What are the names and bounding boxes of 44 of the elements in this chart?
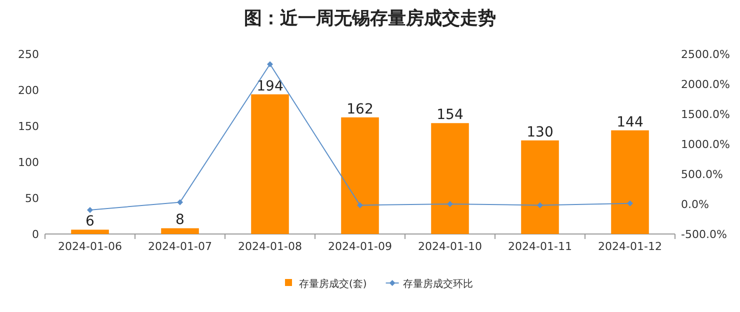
data-label: 6 xyxy=(86,214,95,230)
point xyxy=(627,200,633,206)
data-label: 8 xyxy=(176,212,184,228)
y-tick-label: 150 xyxy=(18,120,39,133)
x-tick-label: 2024-01-08 xyxy=(238,240,302,253)
point xyxy=(357,202,363,208)
y-tick-label: 50 xyxy=(25,192,39,205)
point xyxy=(177,199,183,206)
legend-label: 存量房成交(套) xyxy=(299,278,367,290)
bar xyxy=(251,94,289,234)
point xyxy=(267,61,273,68)
x-tick-label: 2024-01-10 xyxy=(418,240,482,253)
point xyxy=(447,201,453,207)
legend-label: 存量房成交环比 xyxy=(402,278,473,290)
data-label: 144 xyxy=(616,114,644,130)
x-tick-label: 2024-01-07 xyxy=(148,240,212,253)
bar xyxy=(611,130,649,234)
point xyxy=(87,207,93,213)
x-tick-label: 2024-01-06 xyxy=(58,240,122,253)
chart-title: 图：近一周无锡存量房成交走势 xyxy=(244,8,496,29)
data-label: 154 xyxy=(436,107,464,124)
y2-tick-label: -500.0% xyxy=(681,228,727,241)
data-label: 162 xyxy=(346,101,374,118)
y-tick-label: 0 xyxy=(32,228,39,241)
data-label: 130 xyxy=(526,124,554,140)
data-label: 194 xyxy=(256,78,284,94)
x-tick-label: 2024-01-09 xyxy=(328,240,392,253)
bar xyxy=(161,228,199,234)
y2-tick-label: 500.0% xyxy=(681,168,723,181)
y-tick-label: 250 xyxy=(18,48,39,61)
y-tick-label: 100 xyxy=(18,156,39,169)
y2-tick-label: 2000.0% xyxy=(681,78,730,91)
y2-tick-label: 1000.0% xyxy=(681,138,730,151)
bar xyxy=(341,117,379,234)
bar xyxy=(521,140,559,234)
x-tick-label: 2024-01-12 xyxy=(598,240,662,253)
y2-tick-label: 2500.0% xyxy=(681,48,730,61)
bar xyxy=(431,123,469,234)
point xyxy=(537,202,543,208)
x-tick-label: 2024-01-11 xyxy=(508,240,572,253)
y-tick-label: 200 xyxy=(18,84,39,97)
bar xyxy=(71,230,109,234)
y2-tick-label: 1500.0% xyxy=(681,108,730,121)
y2-tick-label: 0.0% xyxy=(681,198,709,211)
